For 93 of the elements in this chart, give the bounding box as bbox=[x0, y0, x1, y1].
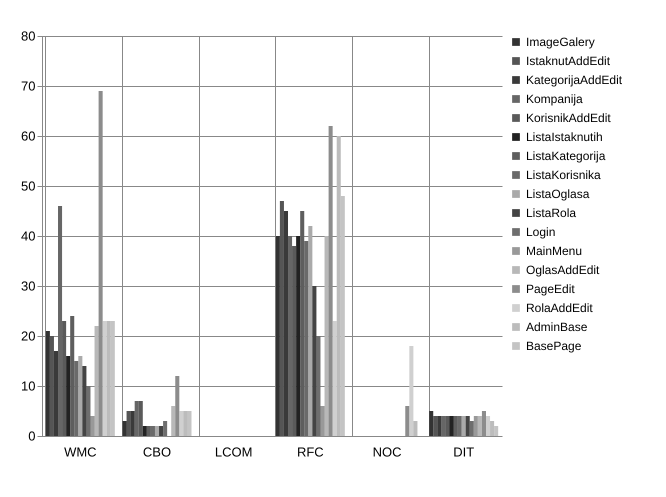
bar bbox=[300, 211, 304, 436]
bar bbox=[466, 416, 470, 436]
y-tick-label: 80 bbox=[21, 28, 36, 44]
legend-label: IstaknutAddEdit bbox=[526, 54, 611, 68]
bar bbox=[163, 421, 168, 436]
y-tick-label: 20 bbox=[21, 328, 36, 344]
legend-label: ImageGalery bbox=[526, 35, 595, 49]
bar bbox=[70, 316, 74, 436]
bar bbox=[179, 411, 184, 436]
bar bbox=[187, 411, 192, 436]
y-tick-label: 30 bbox=[21, 278, 36, 294]
bar bbox=[470, 421, 474, 436]
y-tick-label: 60 bbox=[21, 128, 36, 144]
bar bbox=[454, 416, 458, 436]
legend-label: BasePage bbox=[526, 339, 582, 353]
bar bbox=[159, 426, 164, 436]
bar bbox=[433, 416, 438, 436]
bar bbox=[138, 401, 143, 436]
x-tick-label: RFC bbox=[296, 444, 324, 460]
bar bbox=[82, 366, 86, 436]
bar bbox=[312, 286, 316, 436]
bar bbox=[126, 411, 131, 436]
bar bbox=[58, 206, 62, 436]
bar bbox=[110, 321, 115, 436]
legend-label: ListaKategorija bbox=[526, 149, 606, 163]
bar bbox=[486, 416, 490, 436]
bar bbox=[405, 406, 410, 436]
bar bbox=[324, 236, 329, 436]
bar bbox=[449, 416, 454, 436]
bar bbox=[150, 426, 155, 436]
y-tick-label: 10 bbox=[21, 378, 36, 394]
bar bbox=[154, 426, 160, 436]
bar bbox=[429, 411, 434, 436]
bar bbox=[308, 226, 312, 436]
bar bbox=[320, 406, 325, 436]
bar bbox=[102, 321, 107, 436]
bar bbox=[474, 416, 478, 436]
y-tick-label: 0 bbox=[28, 428, 36, 444]
bar bbox=[46, 331, 50, 436]
x-tick-label: NOC bbox=[372, 444, 402, 460]
bar bbox=[276, 236, 280, 436]
bar bbox=[90, 416, 95, 436]
legend-label: KategorijaAddEdit bbox=[526, 73, 623, 87]
bar bbox=[54, 351, 58, 436]
y-tick-label: 40 bbox=[21, 228, 36, 244]
bar bbox=[441, 416, 446, 436]
bar bbox=[146, 426, 151, 436]
bar bbox=[413, 421, 418, 436]
bar bbox=[86, 386, 90, 436]
bar bbox=[183, 411, 188, 436]
bar bbox=[316, 336, 320, 436]
bar bbox=[122, 421, 127, 436]
bar bbox=[490, 421, 494, 436]
bar bbox=[332, 321, 337, 436]
bar bbox=[130, 411, 135, 436]
bar bbox=[458, 416, 462, 436]
legend-label: ListaKorisnika bbox=[526, 168, 602, 182]
x-tick-label: DIT bbox=[453, 444, 474, 460]
bar bbox=[171, 406, 176, 436]
bar bbox=[78, 356, 82, 436]
bar bbox=[478, 416, 482, 436]
bar bbox=[142, 426, 147, 436]
bar bbox=[134, 401, 139, 436]
legend-label: MainMenu bbox=[526, 244, 582, 258]
legend-label: KorisnikAddEdit bbox=[526, 111, 612, 125]
legend-label: ListaOglasa bbox=[526, 187, 590, 201]
bar bbox=[284, 211, 288, 436]
bar bbox=[437, 416, 442, 436]
bar bbox=[106, 321, 111, 436]
legend-label: OglasAddEdit bbox=[526, 263, 600, 277]
bar bbox=[462, 416, 466, 436]
bar bbox=[336, 136, 341, 436]
y-tick-label: 70 bbox=[21, 78, 36, 94]
legend-label: PageEdit bbox=[526, 282, 576, 296]
y-tick-label: 50 bbox=[21, 178, 36, 194]
bar bbox=[409, 346, 414, 436]
legend-label: Login bbox=[526, 225, 556, 239]
legend-label: RolaAddEdit bbox=[526, 301, 594, 315]
bar bbox=[94, 326, 99, 436]
legend-label: ListaIstaknutih bbox=[526, 130, 603, 144]
bar bbox=[288, 236, 292, 436]
x-tick-label: WMC bbox=[64, 444, 97, 460]
bar bbox=[445, 416, 450, 436]
bar bbox=[66, 356, 70, 436]
bar bbox=[482, 411, 486, 436]
legend-label: AdminBase bbox=[526, 320, 588, 334]
legend-label: Kompanija bbox=[526, 92, 584, 106]
bar bbox=[296, 236, 300, 436]
x-tick-label: LCOM bbox=[214, 444, 252, 460]
legend-label: ListaRola bbox=[526, 206, 576, 220]
bar bbox=[280, 201, 284, 436]
x-tick-label: CBO bbox=[142, 444, 172, 460]
bar bbox=[50, 336, 54, 436]
